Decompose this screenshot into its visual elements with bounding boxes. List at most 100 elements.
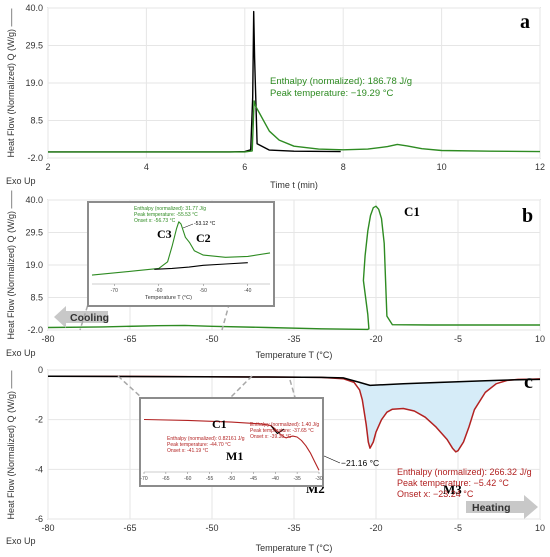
panel-b-x-tick-label: -65	[123, 334, 136, 344]
heating-label: Heating	[472, 502, 511, 514]
panel-b-exo-up: Exo Up	[6, 348, 36, 358]
panel-b-x-tick-label: -20	[369, 334, 382, 344]
panel-c-melting-area	[359, 380, 497, 452]
panel-a-y-tick-label: 40.0	[25, 3, 43, 13]
cooling-arrow: Cooling	[54, 306, 109, 328]
panel-b-y-tick-label: 19.0	[25, 260, 43, 270]
panel-a-y-tick-label: 8.5	[30, 116, 43, 126]
panel-c-inset-frame	[139, 397, 324, 487]
panel-c-inset-series-line-2	[270, 425, 285, 435]
panel-c-inset-annotation-left-1: Enthalpy (normalized): 0.82161 J/g	[167, 436, 245, 442]
panel-b-inset-annotation-enthalpy: Enthalpy (normalized): 31.77 J/g	[134, 206, 206, 212]
panel-a-x-tick-label: 12	[535, 162, 545, 172]
panel-c-y-tick-label: -6	[35, 514, 43, 524]
heating-arrow: Heating	[466, 495, 538, 519]
panel-a-x-tick-label: 6	[242, 162, 247, 172]
panel-c-inset-x-tick-label: -55	[206, 476, 213, 482]
panel-b-inset-series	[91, 221, 271, 276]
panel-c-peak-fill	[359, 380, 497, 452]
panel-b-y-ticks: -2.0 8.5 19.0 29.5 40.0	[25, 195, 43, 335]
panel-c-y-tick-label: 0	[38, 365, 43, 375]
panel-c-letter: c	[524, 371, 533, 393]
panel-c-inset-x-tick-label: -30	[315, 476, 322, 482]
panel-a: 2 4 6 8 10 12 -2.0 8.5 19.0 29.5 40.0 a Enthalpy …	[6, 3, 545, 190]
panel-a-x-tick-label: 10	[437, 162, 447, 172]
panel-c-y-axis-label: Heat Flow (Normalized) Q (W/g) ——	[6, 370, 16, 519]
panel-b-inset-frame	[87, 201, 275, 307]
panel-a-annotation-peak: Peak temperature: −19.29 °C	[270, 88, 394, 99]
panel-a-annotation-enthalpy: Enthalpy (normalized): 186.78 J/g	[270, 76, 412, 87]
panel-a-y-tick-label: 29.5	[25, 41, 43, 51]
panel-c-y-tick-label: -4	[35, 464, 43, 474]
panel-c-inset-annotation-left-2: Peak temperature: -44.70 °C	[167, 442, 231, 448]
panel-c-x-tick-label: -20	[369, 523, 382, 533]
panel-c-inset-x-tick-label: -60	[184, 476, 191, 482]
panel-b-series-line-1	[47, 205, 540, 331]
panel-c-inset-x-tick-label: -40	[272, 476, 279, 482]
panel-c-x-tick-label: -35	[287, 523, 300, 533]
panel-a-exo-up: Exo Up	[6, 176, 36, 186]
panel-c-x-axis-label: Temperature T (°C)	[256, 543, 333, 553]
panel-b-x-tick-label: -5	[454, 334, 462, 344]
panel-c-annotation-enthalpy: Enthalpy (normalized): 266.32 J/g	[397, 467, 532, 477]
panel-b-y-tick-label: 40.0	[25, 195, 43, 205]
panel-b: -80 -65 -50 -35 -20 -5 10 -2.08.519.029.540.0 …	[6, 190, 545, 360]
panel-c-callout: −21.16 °C	[341, 458, 379, 468]
panel-c-inset-x-tick-label: -70	[140, 476, 147, 482]
panel-c-x-tick-label: -80	[41, 523, 54, 533]
panel-a-x-axis-label: Time t (min)	[270, 180, 318, 190]
panel-c-inset-peak-label-c1: C1	[212, 417, 227, 431]
panel-b-x-tick-label: 10	[535, 334, 545, 344]
panel-c-x-tick-label: -65	[123, 523, 136, 533]
panel-b-x-tick-label: -35	[287, 334, 300, 344]
panel-c-inset-x-tick-label: -65	[162, 476, 169, 482]
panel-c-annotation-peak: Peak temperature: −5.42 °C	[397, 478, 509, 488]
panel-c-inset: -70 -65 -60 -55 -50 -45 -40 -35 -30 Enthalpy (no…	[139, 397, 324, 487]
panel-c-inset-annotation-top-3: Onset x: -39.38 °C	[250, 434, 292, 440]
panel-b-y-axis-label: Heat Flow (Normalized) Q (W/g) ——	[6, 190, 16, 339]
panel-a-x-tick-label: 4	[144, 162, 149, 172]
panel-c-zoom-line-1	[117, 375, 143, 399]
panel-c-inset-series	[143, 418, 320, 471]
panel-c-inset-annotation-top-1: Enthalpy (normalized): 1.40 J/g	[250, 422, 319, 428]
panel-b-y-tick-label: 29.5	[25, 228, 43, 238]
panel-b-peak-label-c1: C1	[404, 204, 420, 219]
panel-b-x-tick-label: -50	[205, 334, 218, 344]
panel-b-x-tick-label: -80	[41, 334, 54, 344]
panel-c-inset-peak-label-m1: M1	[226, 449, 243, 463]
panel-a-y-tick-label: 19.0	[25, 78, 43, 88]
panel-a-y-tick-label: -2.0	[27, 153, 43, 163]
panel-b-letter: b	[522, 205, 533, 227]
cooling-label: Cooling	[70, 312, 109, 324]
panel-b-inset-x-axis-label: Temperature T (°C)	[145, 295, 192, 301]
panel-c-inset-x-tick-label: -45	[250, 476, 257, 482]
panel-b-inset: -70 -60 -50 -40 Enthalpy (normalized): 31.7…	[87, 201, 275, 307]
panel-b-inset-x-tick-label: -40	[244, 288, 251, 294]
panel-c-zoom-line-2	[229, 375, 253, 399]
panel-b-inset-annotation-peak: Peak temperature: -55.53 °C	[134, 212, 198, 218]
panel-a-series	[48, 10, 541, 153]
panel-b-inset-x-tick-label: -50	[200, 288, 207, 294]
panel-b-inset-callout-leader	[182, 223, 194, 229]
panel-c-inset-x-tick-label: -35	[294, 476, 301, 482]
panel-a-x-ticks: 2 4 6 8 10 12	[45, 162, 545, 172]
panel-b-zoom-line-2	[79, 297, 91, 331]
panel-c-x-tick-label: 10	[535, 523, 545, 533]
panel-b-peak-label-c2: C2	[196, 231, 211, 245]
panel-c-inset-annotation-top-2: Peak temperature: -37.65 °C	[250, 428, 314, 434]
panel-c-y-ticks: -6 -4 -2 0	[35, 365, 43, 524]
panel-c-annotation-onset: Onset x: −23.24 °C	[397, 489, 474, 499]
panel-c-inset-series-line-1	[143, 418, 320, 471]
panel-b-inset-series-line-2	[154, 262, 248, 270]
panel-c-inset-x-ticks: -70 -65 -60 -55 -50 -45 -40 -35 -30	[140, 471, 323, 482]
panel-a-gridlines	[47, 7, 541, 159]
panel-c-series-line-1	[47, 375, 541, 453]
panel-a-x-tick-label: 2	[45, 162, 50, 172]
panel-c-series	[47, 375, 541, 453]
panel-a-x-tick-label: 8	[341, 162, 346, 172]
panel-b-x-axis-label: Temperature T (°C)	[256, 350, 333, 360]
panel-b-series	[47, 205, 540, 331]
panel-b-y-tick-label: -2.0	[27, 325, 43, 335]
panel-c-inset-annotation-left-3: Onset x: -41.19 °C	[167, 448, 209, 454]
